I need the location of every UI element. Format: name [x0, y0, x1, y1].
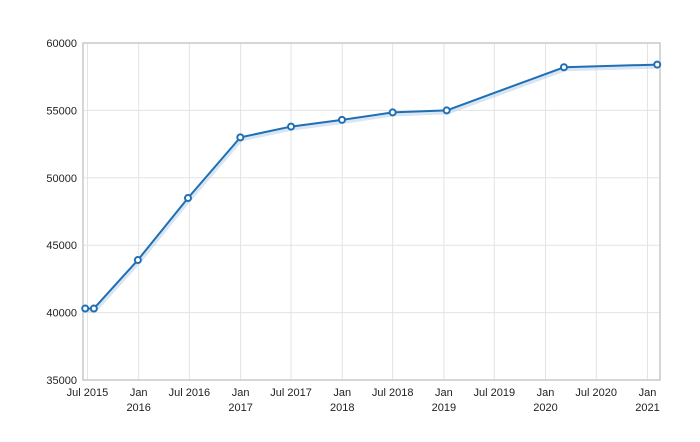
series-line	[85, 63, 658, 310]
series-layer	[81, 60, 662, 313]
y-tick-label: 35000	[46, 375, 77, 387]
x-tick-label-line: Jul 2020	[575, 387, 617, 399]
x-tick-label-line: 2017	[228, 402, 252, 414]
x-tick-label-line: Jul 2018	[372, 387, 414, 399]
y-axis: 35000 40000 45000 50000 55000 60000	[46, 38, 77, 387]
data-point[interactable]	[133, 256, 142, 265]
x-tick-label: Jan 2016	[126, 387, 150, 414]
data-point[interactable]	[89, 304, 98, 313]
x-tick-label-line: Jan	[333, 387, 351, 399]
data-point[interactable]	[388, 108, 397, 117]
x-tick-label: Jan 2020	[533, 387, 557, 414]
x-tick-label-line: Jul 2019	[474, 387, 516, 399]
x-tick-label: Jan 2021	[635, 387, 659, 414]
data-point[interactable]	[236, 133, 245, 142]
x-tick-label: Jul 2016	[169, 387, 211, 399]
x-tick-label: Jul 2015	[67, 387, 109, 399]
y-tick-label: 50000	[46, 173, 77, 185]
grid-layer	[83, 42, 660, 381]
x-tick-label-line: 2019	[432, 402, 456, 414]
x-tick-label: Jul 2018	[372, 387, 414, 399]
y-tick-label: 55000	[46, 105, 77, 117]
x-tick-label: Jul 2020	[575, 387, 617, 399]
x-tick-label-line: Jul 2017	[270, 387, 312, 399]
data-point[interactable]	[337, 115, 346, 124]
x-tick-label-line: Jan	[435, 387, 453, 399]
data-point[interactable]	[287, 122, 296, 131]
x-tick-label-line: Jan	[232, 387, 250, 399]
x-tick-label-line: 2016	[126, 402, 150, 414]
x-tick-label-line: Jan	[639, 387, 657, 399]
x-tick-label: Jul 2017	[270, 387, 312, 399]
x-tick-label-line: Jul 2016	[169, 387, 211, 399]
x-tick-label: Jul 2019	[474, 387, 516, 399]
data-point[interactable]	[559, 63, 568, 72]
x-tick-label: Jan 2017	[228, 387, 252, 414]
data-point[interactable]	[442, 106, 451, 115]
x-tick-label: Jan 2018	[330, 387, 354, 414]
x-tick-label-line: 2018	[330, 402, 354, 414]
plot-area-border	[82, 42, 661, 381]
x-tick-label-line: Jan	[537, 387, 555, 399]
y-tick-label: 40000	[46, 308, 77, 320]
x-tick-label-line: 2020	[533, 402, 557, 414]
data-point[interactable]	[653, 60, 662, 69]
x-tick-label: Jan 2019	[432, 387, 456, 414]
x-tick-label-line: Jul 2015	[67, 387, 109, 399]
x-tick-label-line: Jan	[130, 387, 148, 399]
x-axis: Jul 2015 Jan 2016 Jul 2016 Jan 2017 Jul 2017 Ja…	[67, 387, 660, 414]
x-tick-label-line: 2021	[635, 402, 659, 414]
plot-frame	[82, 42, 661, 381]
y-tick-label: 45000	[46, 240, 77, 252]
data-point[interactable]	[81, 304, 90, 313]
y-tick-label: 60000	[46, 38, 77, 50]
data-point[interactable]	[183, 194, 192, 203]
series-line-shadow	[86, 64, 659, 313]
